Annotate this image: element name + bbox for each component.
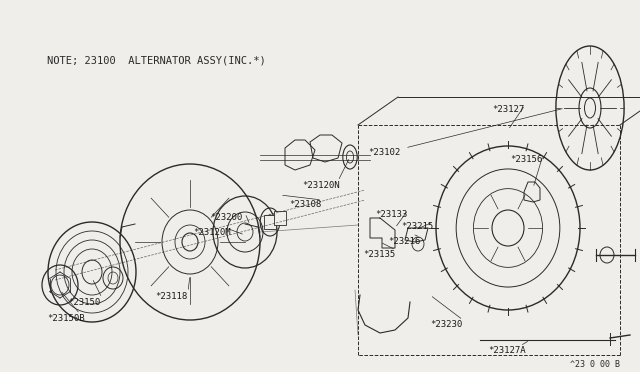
Bar	[264, 215, 276, 229]
Text: *23230: *23230	[430, 320, 462, 329]
Text: *23200: *23200	[210, 213, 243, 222]
Text: *23156: *23156	[510, 155, 542, 164]
Text: *23120N: *23120N	[302, 181, 340, 190]
Text: *23102: *23102	[368, 148, 400, 157]
Text: *23150B: *23150B	[47, 314, 84, 323]
Text: *23216: *23216	[388, 237, 420, 246]
Text: *23150: *23150	[68, 298, 100, 307]
Text: *23120M: *23120M	[193, 228, 230, 237]
Text: *23127: *23127	[492, 105, 524, 114]
Text: *23127A: *23127A	[488, 346, 525, 355]
Bar	[274, 211, 286, 225]
Text: ^23 0 00 B: ^23 0 00 B	[570, 360, 620, 369]
Text: *23135: *23135	[363, 250, 396, 259]
Text: *23215: *23215	[401, 222, 433, 231]
Text: *23118: *23118	[155, 292, 188, 301]
Text: NOTE; 23100  ALTERNATOR ASSY(INC.*): NOTE; 23100 ALTERNATOR ASSY(INC.*)	[47, 55, 266, 65]
Text: *23133: *23133	[375, 210, 407, 219]
Text: *23108: *23108	[289, 200, 321, 209]
